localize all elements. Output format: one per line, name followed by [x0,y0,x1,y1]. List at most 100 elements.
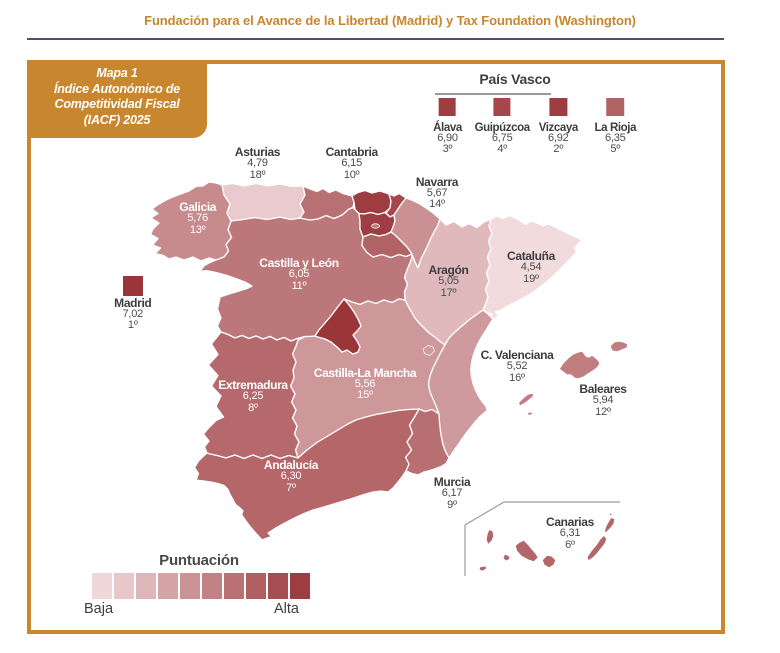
map-label-extremadura-score: 6,25 [242,390,264,403]
pv-swatch-rioja [606,98,624,116]
map-label-madrid: Madrid 7,02 1º [114,295,152,332]
map-label-asturias-score: 4,79 [247,157,268,170]
map-label-murcia-score: 6,17 [441,487,463,500]
page-title: Fundación para el Avance de la Libertad … [144,13,636,28]
map-label-aragon: Aragón 5,05 17º [429,264,469,299]
map-label-aragon-score: 5,05 [438,275,459,288]
map-label-galicia-score: 5,76 [187,212,208,225]
map-label-cataluna-score: 4,54 [520,261,542,274]
region-shape-graciosa [609,512,613,516]
pv-rank-guipuzcoa: 4º [497,142,508,155]
map-label-clm: Castilla-La Mancha 5,56 15º [314,366,417,402]
pv-swatch-vizcaya [549,98,567,116]
pv-item-rioja: La Rioja 6,35 5º [594,98,637,154]
map-label-cyl-name: Castilla y León [259,256,339,270]
pv-name-alava: Álava [433,121,462,134]
madrid-color-swatch [122,275,143,296]
map-card-line3: Competitividad Fiscal [54,97,180,111]
map-label-canarias-rank: 6º [565,538,575,551]
map-label-clm-score: 5,56 [354,377,376,390]
legend-title: Puntuación [159,552,239,569]
region-shape-andalucia [193,408,420,541]
pv-score-alava: 6,90 [437,132,458,145]
map-label-galicia-name: Galicia [179,200,217,214]
map-label-cataluna-name: Cataluña [507,249,555,263]
map-label-navarra-name: Navarra [415,174,459,189]
region-shape-ibiza [517,392,535,407]
region-shape-lapalma [485,528,495,546]
pv-name-rioja: La Rioja [594,121,637,134]
region-shape-tenerife [514,539,540,563]
pv-item-guipuzcoa: Guipúzcoa 6,75 4º [475,98,530,154]
map-label-cantabria: Cantabria 6,15 10º [326,146,379,181]
map-label-murcia-name: Murcia [433,475,471,489]
map-label-navarra: Navarra 5,67 14º [415,174,459,211]
region-shape-gomera [502,553,511,562]
map-label-canarias-name: Canarias [546,515,594,529]
map-label-baleares-name: Baleares [579,382,627,396]
map-label-aragon-rank: 17º [440,286,457,299]
legend-swatch-10 [289,572,311,599]
map-label-andalucia: Andalucía 6,30 7º [263,458,319,494]
map-label-canarias: Canarias 6,31 6º [546,515,594,551]
legend-swatch-5 [179,572,201,599]
map-label-navarra-rank: 14º [429,198,445,211]
map-label-valencia-name: C. Valenciana [480,348,554,362]
pv-rank-alava: 3º [442,142,453,155]
region-shape-cantabria [299,185,355,221]
map-label-extremadura-rank: 8º [248,401,258,414]
legend-swatch-7 [223,572,245,599]
region-shape-mallorca [558,350,601,380]
region-shape-grancanaria [541,554,557,569]
region-shape-trevino-enclave [371,223,380,229]
map-label-baleares-rank: 12º [595,405,611,418]
region-shape-formentera [526,411,534,416]
legend-swatch-1 [92,572,113,599]
map-label-madrid-score: 7,02 [122,307,144,320]
map-label-asturias-name: Asturias [234,145,281,159]
map-label-cyl-score: 6,05 [288,268,310,281]
legend-swatch-3 [135,572,157,599]
pv-name-vizcaya: Vizcaya [538,121,579,134]
map-label-baleares-score: 5,94 [592,394,614,407]
map-label-murcia: Murcia 6,17 9º [433,475,471,511]
pv-item-vizcaya: Vizcaya 6,92 2º [539,98,578,154]
region-shape-cataluna [482,214,583,321]
map-card-line4: (IACF) 2025 [83,112,151,127]
pv-score-guipuzcoa: 6,75 [491,132,513,145]
legend-low-label: Baja [84,601,114,617]
map-label-valencia: C. Valenciana 5,52 16º [480,348,554,384]
map-label-madrid-rank: 1º [127,319,138,332]
legend-swatch-4 [157,572,179,599]
map-card-line2: Índice Autonómico de [53,81,181,96]
region-shape-ademuz [422,345,435,356]
region-shape-valencia [427,309,494,459]
pv-swatch-alava [438,98,457,116]
canarias-inset-frame [464,501,620,576]
map-label-asturias: Asturias 4,79 18º [234,145,281,181]
map-label-andalucia-name: Andalucía [263,458,319,472]
legend-swatch-6 [201,572,223,599]
legend-swatch-8 [245,572,267,599]
legend-gradient [92,572,311,599]
map-label-cyl-rank: 11º [291,279,307,292]
map-label-galicia: Galicia 5,76 13º [179,200,217,236]
map-label-galicia-rank: 13º [189,223,206,236]
pv-item-alava: Álava 6,90 3º [433,98,462,154]
pv-rank-vizcaya: 2º [553,142,564,155]
map-label-andalucia-score: 6,30 [280,470,302,483]
map-label-valencia-rank: 16º [509,371,525,384]
map-label-navarra-score: 5,67 [426,186,448,199]
legend-swatch-2 [113,572,135,599]
map-frame [27,60,725,634]
map-label-madrid-name: Madrid [114,295,152,310]
map-label-andalucia-rank: 7º [286,481,296,494]
map-label-asturias-rank: 18º [249,168,266,181]
map-label-cantabria-rank: 10º [343,168,360,181]
map-card-line1: Mapa 1 [96,66,138,80]
header-rule [27,38,724,40]
region-shape-galicia [149,181,233,262]
pv-name-guipuzcoa: Guipúzcoa [474,121,531,134]
region-shape-hierro [478,565,488,572]
